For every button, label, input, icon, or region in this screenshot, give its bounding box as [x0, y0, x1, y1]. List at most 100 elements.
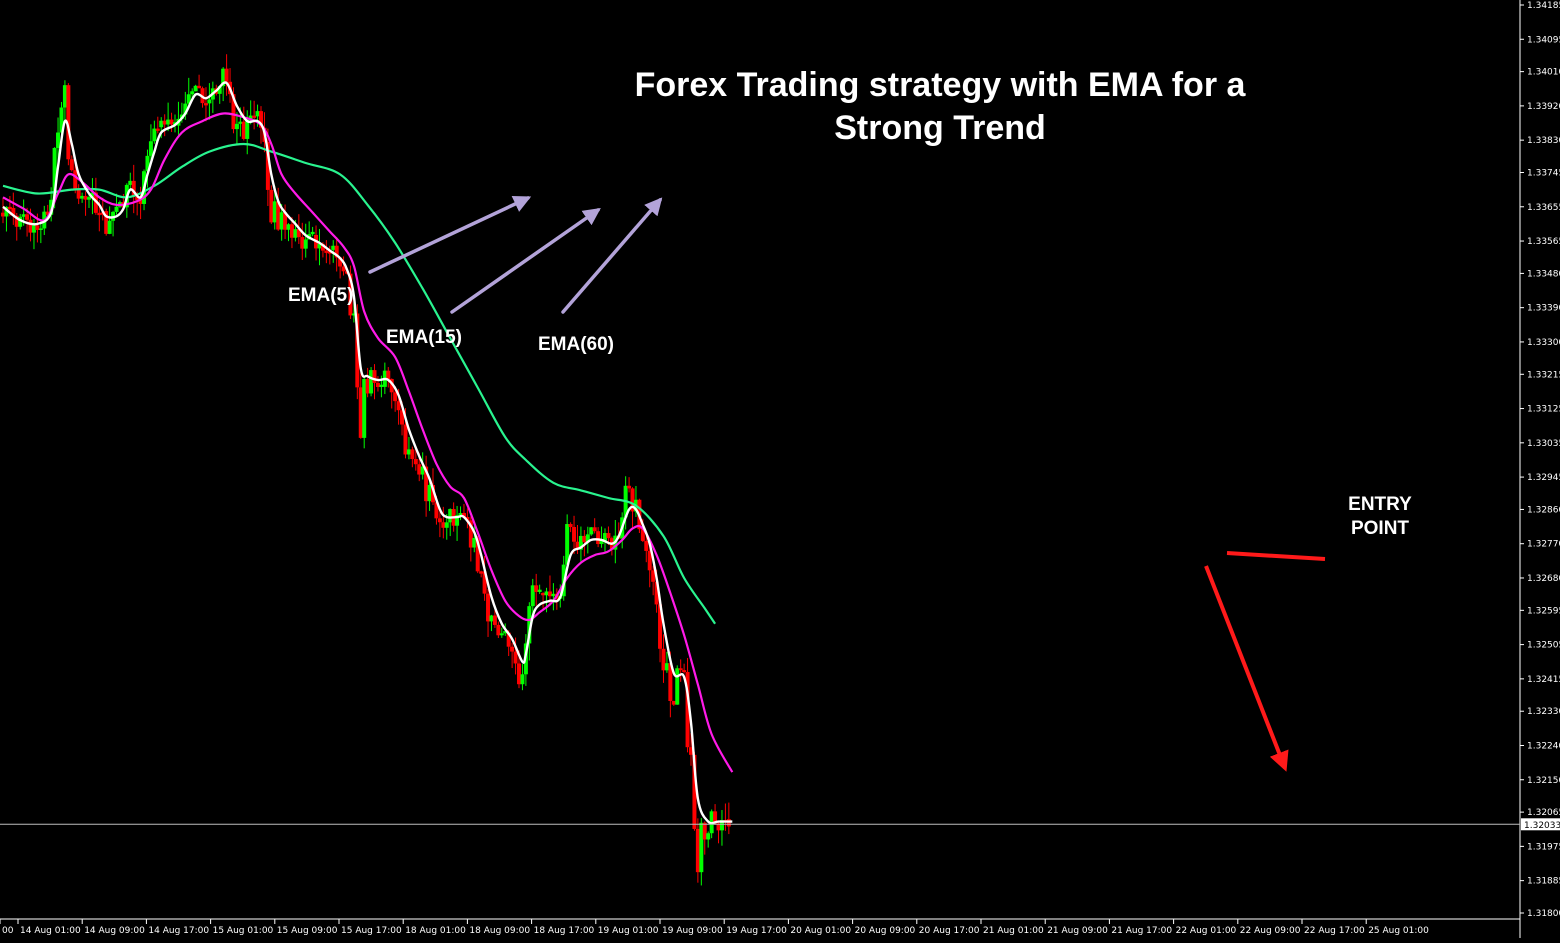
- candle-body: [289, 224, 294, 238]
- candle: [83, 191, 88, 216]
- candle-body: [245, 119, 250, 139]
- candle: [702, 821, 707, 855]
- candle: [455, 505, 460, 541]
- candle: [568, 522, 573, 533]
- candle-body: [417, 464, 422, 475]
- candle-body: [678, 668, 683, 671]
- candle: [492, 610, 497, 628]
- candle-body: [11, 208, 16, 216]
- candle: [479, 570, 484, 578]
- price-tick-label: 1.33830: [1527, 136, 1560, 146]
- candle: [551, 583, 556, 611]
- ema5-line: [2, 81, 733, 825]
- candle-body: [166, 119, 171, 125]
- candle: [589, 527, 594, 536]
- candle-body: [18, 216, 23, 227]
- candle-body: [606, 533, 611, 539]
- candle: [341, 256, 346, 276]
- candle: [695, 818, 700, 883]
- candle: [324, 240, 329, 264]
- ema15-label: EMA(15): [386, 327, 462, 348]
- candle-body: [276, 201, 281, 230]
- ema15-pointer-arrow: [450, 207, 601, 314]
- candle: [11, 192, 16, 225]
- candle-body: [400, 410, 405, 425]
- candle: [289, 217, 294, 249]
- candle-body: [4, 206, 9, 217]
- candle-body: [331, 245, 336, 250]
- candle-body: [193, 85, 198, 92]
- candle-body: [269, 189, 274, 223]
- candle-body: [668, 663, 673, 702]
- candle-body: [719, 820, 724, 831]
- candle-body: [465, 517, 470, 521]
- price-tick-label: 1.33745: [1527, 169, 1560, 179]
- candle-body: [348, 273, 353, 316]
- candle-body: [317, 243, 322, 249]
- candle-body: [148, 141, 153, 156]
- candle-body: [320, 243, 325, 251]
- candle-body: [503, 631, 508, 634]
- candle: [197, 74, 202, 89]
- price-tick-label: 1.33390: [1527, 304, 1560, 314]
- candle-body: [338, 257, 343, 267]
- candle-body: [183, 103, 188, 115]
- candle-body: [341, 266, 346, 272]
- candle: [104, 208, 109, 236]
- candle: [317, 228, 322, 266]
- candle: [283, 204, 288, 239]
- candle: [107, 206, 112, 235]
- candle: [234, 112, 239, 145]
- candle-body: [80, 195, 85, 199]
- time-tick-label: 21 Aug 01:00: [983, 926, 1044, 936]
- candle: [572, 515, 577, 555]
- time-tick-label: 19 Aug 01:00: [598, 926, 659, 936]
- candle: [406, 436, 411, 460]
- candle-body: [537, 589, 542, 592]
- candle: [155, 116, 160, 134]
- candle: [541, 592, 546, 609]
- candle-body: [293, 229, 298, 238]
- chart-title: Forex Trading strategy with EMA for a Str…: [635, 66, 1247, 147]
- candle-body: [420, 466, 425, 475]
- downtrend-arrow: [1204, 565, 1289, 772]
- candle-body: [310, 231, 315, 235]
- candle: [193, 84, 198, 92]
- time-tick-label: 18 Aug 09:00: [469, 926, 530, 936]
- candle-body: [489, 615, 494, 622]
- candle-body: [506, 632, 511, 647]
- candle-body: [689, 747, 693, 755]
- candle: [520, 663, 525, 691]
- candle-body: [190, 91, 195, 95]
- current-price-tag: [1521, 818, 1560, 831]
- candle: [207, 83, 212, 120]
- candle-body: [664, 663, 669, 671]
- candle-body: [35, 225, 40, 230]
- candle-body: [692, 754, 697, 829]
- candle: [441, 506, 446, 539]
- candle: [706, 831, 711, 848]
- candle: [682, 663, 687, 674]
- candle-body: [52, 147, 57, 200]
- candle-body: [334, 245, 339, 258]
- candle-body: [517, 663, 521, 685]
- time-tick-label: 14 Aug 01:00: [20, 926, 81, 936]
- ema-lines-layer: [2, 81, 734, 825]
- candle-body: [203, 103, 208, 106]
- candle-body: [671, 701, 676, 705]
- candle: [166, 102, 171, 132]
- candle-body: [69, 159, 74, 171]
- candle: [169, 112, 174, 132]
- candle-body: [62, 85, 67, 108]
- candle-body: [513, 651, 518, 664]
- candle-body: [695, 828, 700, 873]
- candle-body: [699, 822, 704, 873]
- candle: [148, 124, 153, 161]
- entry-point-label: ENTRY POINT: [1348, 494, 1412, 539]
- candle-body: [627, 485, 632, 489]
- candle-body: [155, 128, 160, 131]
- candle: [413, 447, 418, 471]
- price-tick-label: 1.31975: [1527, 842, 1560, 852]
